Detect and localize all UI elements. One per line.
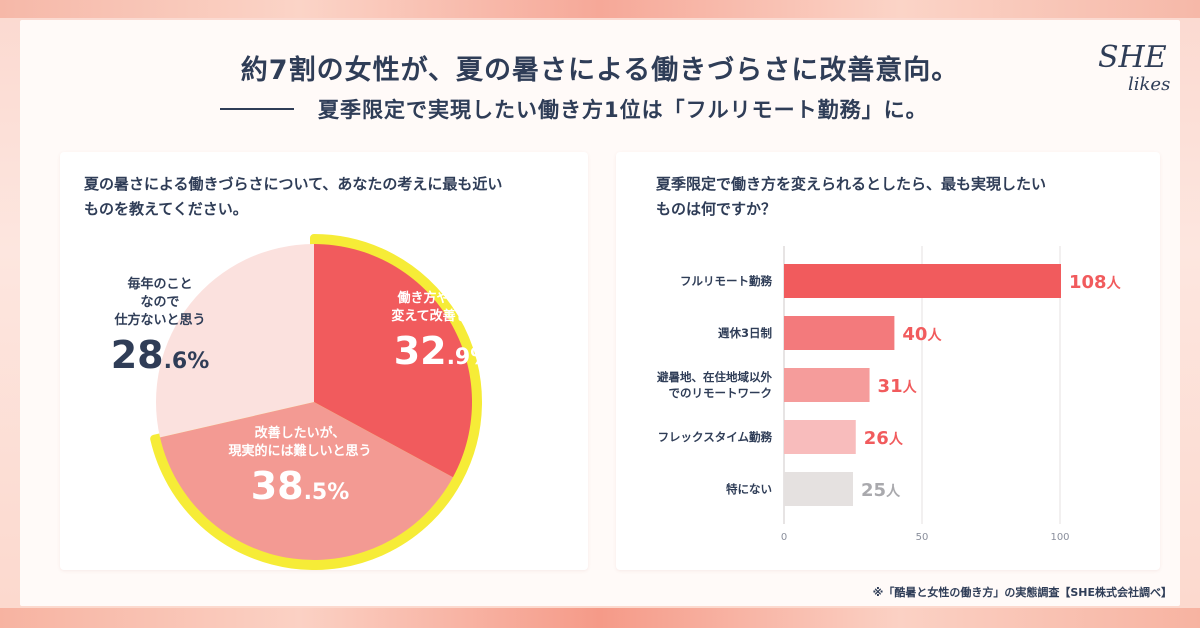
pie-value-2: 38.5% [251, 464, 350, 508]
bar-4 [784, 420, 856, 454]
bar-question: 夏季限定で働き方を変えられるとしたら、最も実現したい ものは何ですか？ [656, 172, 1046, 222]
pie-label-2-line-1: 改善したいが、 [255, 425, 346, 441]
pie-slice-2 [160, 402, 453, 560]
bar-value-2: 40人 [902, 324, 942, 345]
source-footnote: ※「酷暑と女性の働き方」の実態調査【SHE株式会社調べ】 [872, 586, 1172, 599]
bar-category-2-line-1: 週休3日制 [718, 326, 772, 340]
logo-she-text: SHE [1098, 40, 1167, 75]
subheadline: 夏季限定で実現したい働き方1位は「フルリモート勤務」に。 [318, 98, 928, 122]
pie-label-3-line-2: なので [140, 295, 179, 310]
bar-3 [784, 368, 870, 402]
bar-2 [784, 316, 895, 350]
pie-label-3-line-3: 仕方ないと思う [113, 312, 205, 328]
pie-slice-3 [156, 244, 314, 438]
bar-chart-panel: 夏季限定で働き方を変えられるとしたら、最も実現したい ものは何ですか？ 0 50 1… [616, 152, 1160, 570]
bar-category-3-line-1: 避暑地、在住地域以外 [657, 370, 772, 384]
bar-value-4: 26人 [864, 428, 904, 449]
bar-category-1-line-1: フルリモート勤務 [680, 274, 772, 288]
bar-question-line-1: 夏季限定で働き方を変えられるとしたら、最も実現したい [656, 175, 1047, 193]
pie-value-3: 28.6% [111, 333, 210, 377]
headline: 約7割の女性が、夏の暑さによる働きづらさに改善意向。 [240, 55, 960, 86]
bar-xtick-100: 100 [1050, 532, 1069, 543]
pie-label-1-line-2: 変えて改善したい [391, 308, 494, 324]
pie-value-1: 32.9% [394, 329, 493, 373]
bottom-stripe [0, 608, 1200, 628]
pie-label-3-line-1: 毎年のこと [127, 276, 192, 292]
pie-question-line-1: 夏の暑さによる働きづらさについて、あなたの考えに最も近い [84, 175, 503, 193]
bar-5 [784, 472, 853, 506]
subtitle-rule [220, 108, 294, 110]
bar-1 [784, 264, 1061, 298]
top-stripe [0, 0, 1200, 18]
bar-xtick-0: 0 [781, 532, 787, 543]
bar-xtick-50: 50 [916, 532, 929, 543]
bar-question-line-2: ものは何ですか？ [656, 200, 777, 218]
pie-question: 夏の暑さによる働きづらさについて、あなたの考えに最も近い ものを教えてください。 [84, 172, 502, 222]
pie-label-2-line-2: 現実的には難しいと思う [228, 443, 371, 459]
pie-label-1-line-1: 働き方や環境を [396, 290, 488, 306]
bar-value-3: 31人 [878, 376, 918, 397]
bar-category-3-line-2: でのリモートワーク [669, 386, 773, 400]
pie-slice-1 [314, 244, 472, 478]
pie-question-line-2: ものを教えてください。 [84, 200, 248, 218]
bar-category-4-line-1: フレックスタイム勤務 [658, 430, 773, 444]
bar-category-5-line-1: 特にない [726, 482, 772, 496]
bar-value-5: 25人 [861, 480, 901, 501]
she-likes-logo: SHE likes [1098, 40, 1188, 100]
logo-likes-text: likes [1128, 74, 1171, 95]
pie-label-group-2: 改善したいが、現実的には難しいと思う 38.5% [228, 425, 371, 508]
pie-chart-panel: 夏の暑さによる働きづらさについて、あなたの考えに最も近い ものを教えてください。… [60, 152, 588, 570]
bar-value-1: 108人 [1069, 272, 1122, 293]
